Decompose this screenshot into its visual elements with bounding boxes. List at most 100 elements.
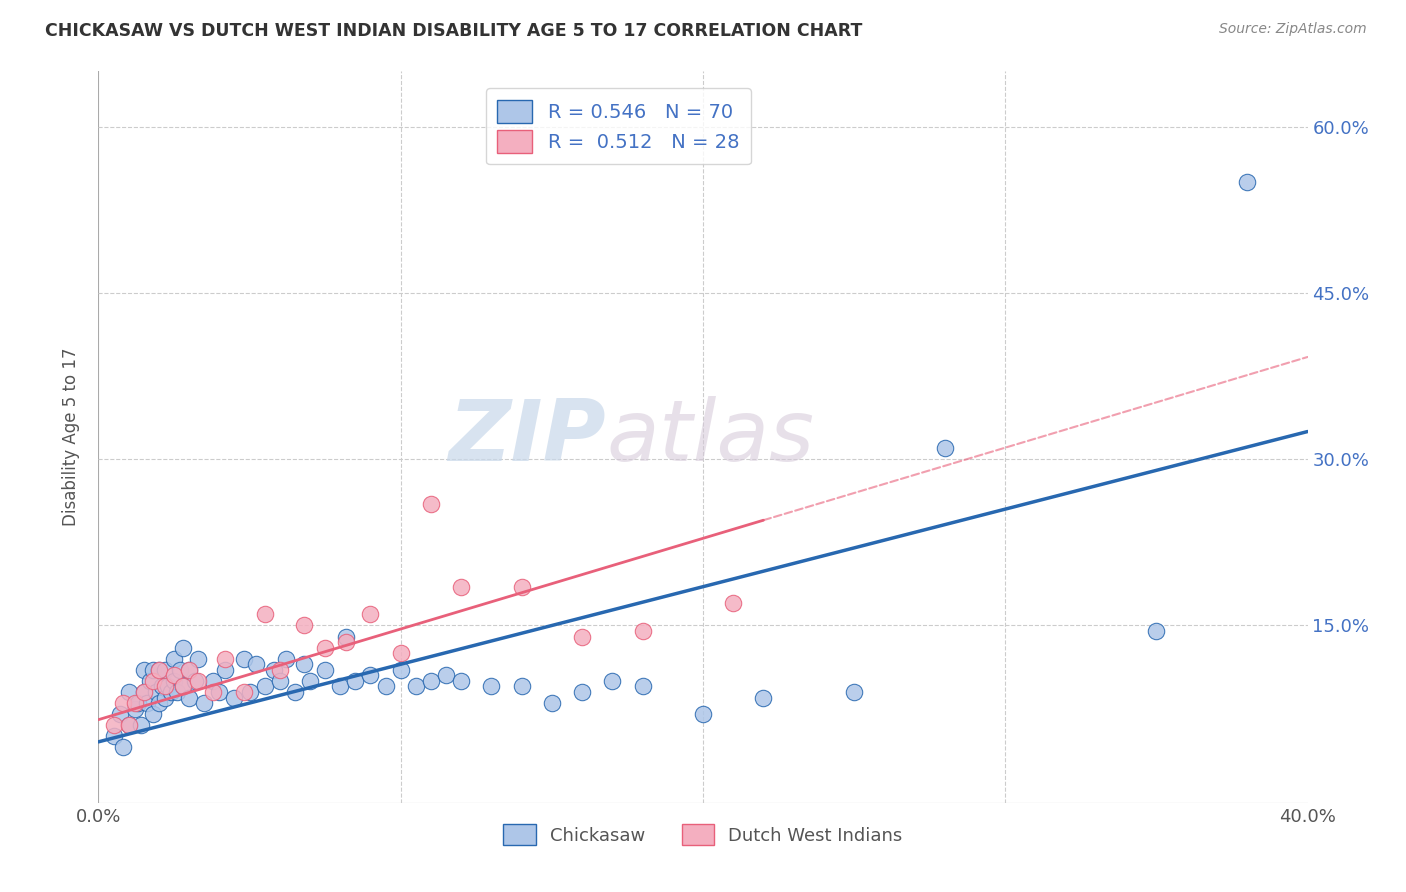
Point (692, 707, 714, 722)
Point (434, 668, 457, 682)
Point (132, 685, 155, 699)
Point (187, 673, 209, 688)
Point (160, 685, 183, 699)
Point (481, 680, 503, 694)
Legend: Chickasaw, Dutch West Indians: Chickasaw, Dutch West Indians (496, 817, 910, 852)
Point (284, 685, 307, 699)
Point (389, 646, 412, 660)
Point (571, 630, 593, 644)
Point (124, 701, 146, 715)
Point (510, 680, 533, 694)
Point (103, 729, 125, 743)
Point (224, 690, 246, 705)
Point (245, 657, 267, 672)
Text: Source: ZipAtlas.com: Source: ZipAtlas.com (1219, 22, 1367, 37)
Point (187, 651, 209, 665)
Point (314, 640, 336, 655)
Point (540, 696, 562, 710)
Point (179, 663, 201, 677)
Point (274, 651, 297, 665)
Point (153, 690, 176, 705)
Point (118, 685, 141, 699)
Point (142, 707, 165, 722)
Point (124, 696, 146, 710)
Point (1144, 624, 1167, 638)
Point (335, 635, 357, 649)
Point (263, 663, 285, 677)
Point (232, 651, 254, 665)
Point (299, 673, 322, 688)
Point (169, 663, 191, 677)
Point (153, 663, 176, 677)
Point (292, 657, 315, 672)
Point (139, 673, 162, 688)
Point (132, 663, 155, 677)
Point (374, 680, 396, 694)
Point (360, 668, 382, 682)
Point (360, 607, 382, 622)
Point (108, 707, 131, 722)
Point (111, 696, 134, 710)
Point (179, 663, 201, 677)
Point (202, 685, 225, 699)
Point (163, 673, 186, 688)
Text: CHICKASAW VS DUTCH WEST INDIAN DISABILITY AGE 5 TO 17 CORRELATION CHART: CHICKASAW VS DUTCH WEST INDIAN DISABILIT… (45, 22, 862, 40)
Point (335, 630, 357, 644)
Point (145, 685, 167, 699)
Point (253, 607, 276, 622)
Point (166, 685, 188, 699)
Point (420, 497, 443, 511)
Point (631, 624, 654, 638)
Point (179, 690, 201, 705)
Point (172, 680, 194, 694)
Point (214, 651, 236, 665)
Point (752, 690, 775, 705)
Point (405, 680, 427, 694)
Point (292, 618, 315, 632)
Point (844, 685, 866, 699)
Point (329, 680, 352, 694)
Point (148, 696, 170, 710)
Point (193, 696, 215, 710)
Point (253, 680, 276, 694)
Point (184, 673, 207, 688)
Point (723, 596, 745, 610)
Point (631, 680, 654, 694)
Point (239, 685, 262, 699)
Point (153, 680, 176, 694)
Point (142, 663, 165, 677)
Point (150, 680, 173, 694)
Point (269, 673, 291, 688)
Point (202, 673, 225, 688)
Text: ZIP: ZIP (449, 395, 606, 479)
Point (420, 673, 443, 688)
Point (571, 685, 593, 699)
Point (148, 663, 170, 677)
Point (129, 718, 152, 732)
Y-axis label: Disability Age 5 to 17: Disability Age 5 to 17 (62, 348, 80, 526)
Point (934, 441, 956, 455)
Point (163, 651, 186, 665)
Point (111, 740, 134, 755)
Point (1236, 175, 1258, 189)
Point (602, 673, 624, 688)
Point (450, 673, 472, 688)
Point (344, 673, 367, 688)
Point (132, 685, 155, 699)
Point (269, 663, 291, 677)
Text: atlas: atlas (606, 395, 814, 479)
Point (135, 696, 157, 710)
Point (172, 680, 194, 694)
Point (127, 696, 149, 710)
Point (142, 673, 165, 688)
Point (103, 718, 125, 732)
Point (450, 580, 472, 594)
Point (214, 663, 236, 677)
Point (389, 663, 412, 677)
Point (232, 685, 254, 699)
Point (208, 685, 231, 699)
Point (148, 663, 170, 677)
Point (118, 718, 141, 732)
Point (118, 718, 141, 732)
Point (172, 640, 194, 655)
